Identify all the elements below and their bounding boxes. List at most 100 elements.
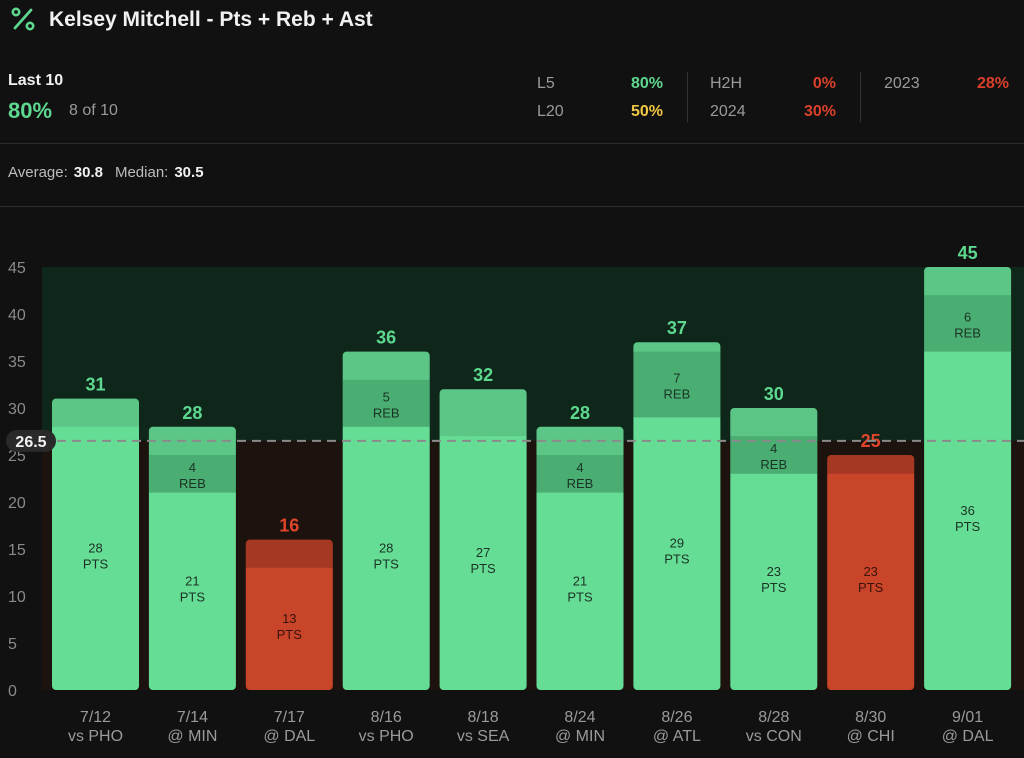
pts-value: 23 — [863, 564, 877, 579]
y-tick-label: 35 — [8, 354, 26, 371]
bar-upper-segment — [536, 426, 624, 493]
total-value: 36 — [376, 328, 396, 348]
y-tick-label: 5 — [8, 636, 17, 653]
x-tick-opponent: @ DAL — [942, 728, 994, 745]
pts-value: 29 — [670, 536, 684, 551]
stat-h2h-label: H2H — [710, 75, 743, 92]
percent-icon — [11, 7, 35, 31]
pts-value: 36 — [960, 503, 974, 518]
bar-upper-segment — [52, 398, 139, 427]
bar-upper-segment — [439, 389, 527, 437]
total-value: 37 — [667, 318, 687, 338]
bar-upper-segment — [730, 408, 818, 474]
stat-l5-label: L5 — [537, 75, 555, 92]
bar-total — [52, 398, 139, 690]
pts-value: 21 — [185, 573, 199, 588]
pts-value: 28 — [379, 540, 393, 555]
total-value: 31 — [85, 375, 105, 395]
bar-reb-segment — [536, 455, 624, 493]
stat-2023-value: 28% — [976, 75, 1009, 92]
section-divider — [0, 143, 1024, 144]
bar-reb-segment — [342, 379, 430, 427]
total-value: 28 — [570, 403, 590, 423]
x-tick-opponent: @ ATL — [653, 728, 701, 745]
total-value: 30 — [764, 384, 784, 404]
prop-line-badge — [6, 429, 56, 452]
bar-upper-segment — [633, 342, 721, 418]
bar-total — [148, 426, 236, 690]
bar-total — [536, 426, 624, 690]
page-title: Kelsey Mitchell - Pts + Reb + Ast — [49, 8, 373, 31]
averages-row: Average: 30.8 Median: 30.5 — [8, 164, 216, 181]
pts-label: PTS — [83, 556, 109, 571]
last-10-count: 8 of 10 — [69, 102, 118, 119]
bar-reb-segment — [633, 351, 721, 418]
pts-value: 27 — [476, 545, 490, 560]
stat-l5-value: 80% — [630, 75, 663, 92]
x-tick-opponent: @ MIN — [167, 728, 217, 745]
median-label: Median: — [114, 164, 169, 181]
x-tick-date: 7/17 — [274, 709, 305, 726]
reb-label: REB — [954, 325, 981, 340]
pts-label: PTS — [277, 627, 303, 642]
median-value: 30.5 — [174, 164, 204, 181]
y-tick-label: 0 — [8, 683, 17, 700]
pts-label: PTS — [180, 589, 206, 604]
y-tick-label: 40 — [8, 307, 26, 324]
bar-reb-segment — [148, 455, 236, 493]
pts-value: 13 — [282, 611, 296, 626]
pts-label: PTS — [858, 580, 884, 595]
reb-label: REB — [760, 457, 787, 472]
total-value: 16 — [279, 516, 299, 536]
stat-2024-label: 2024 — [710, 103, 746, 120]
x-tick-date: 7/12 — [80, 709, 111, 726]
pts-label: PTS — [955, 519, 981, 534]
x-tick-opponent: @ CHI — [847, 728, 895, 745]
pts-label: PTS — [664, 552, 690, 567]
reb-label: REB — [664, 387, 691, 402]
x-tick-opponent: @ DAL — [263, 728, 315, 745]
reb-label: REB — [373, 405, 400, 420]
y-tick-label: 20 — [8, 495, 26, 512]
bar-total — [827, 455, 915, 690]
x-tick-opponent: vs SEA — [457, 728, 510, 745]
over-zone — [42, 267, 1024, 441]
x-tick-date: 8/24 — [564, 709, 595, 726]
divider — [860, 72, 861, 122]
bar-reb-segment — [730, 436, 818, 474]
header: Kelsey Mitchell - Pts + Reb + Ast — [0, 0, 1024, 42]
reb-value: 5 — [383, 389, 390, 404]
x-tick-date: 8/26 — [661, 709, 692, 726]
x-tick-opponent: vs CON — [746, 728, 802, 745]
stat-l20-label: L20 — [537, 103, 564, 120]
y-tick-label: 15 — [8, 542, 26, 559]
divider — [687, 72, 688, 122]
reb-value: 4 — [770, 441, 777, 456]
bar-upper-segment — [827, 455, 915, 474]
x-tick-date: 8/16 — [371, 709, 402, 726]
bar-reb-segment — [924, 295, 1012, 352]
total-value: 28 — [182, 403, 202, 423]
pts-value: 21 — [573, 573, 587, 588]
pts-label: PTS — [470, 561, 496, 576]
y-tick-label: 10 — [8, 589, 26, 606]
stat-2024-value: 30% — [803, 103, 836, 120]
bar-upper-segment — [924, 267, 1012, 352]
average-label: Average: — [8, 164, 68, 181]
bar-total — [245, 539, 333, 690]
y-tick-label: 45 — [8, 260, 26, 277]
summary-panel: Last 10 80% 8 of 10 L5 80% L20 50% H2H 0… — [0, 60, 1024, 140]
x-tick-opponent: vs PHO — [68, 728, 123, 745]
pts-value: 28 — [88, 540, 102, 555]
reb-value: 4 — [576, 460, 583, 475]
stat-h2h-value: 0% — [812, 75, 836, 92]
x-tick-date: 7/14 — [177, 709, 208, 726]
x-tick-opponent: vs PHO — [359, 728, 414, 745]
bar-total — [342, 351, 430, 690]
bar-total — [439, 389, 527, 690]
bar-upper-segment — [148, 426, 236, 493]
reb-label: REB — [567, 476, 594, 491]
x-tick-date: 8/30 — [855, 709, 886, 726]
stat-l20-value: 50% — [630, 103, 663, 120]
